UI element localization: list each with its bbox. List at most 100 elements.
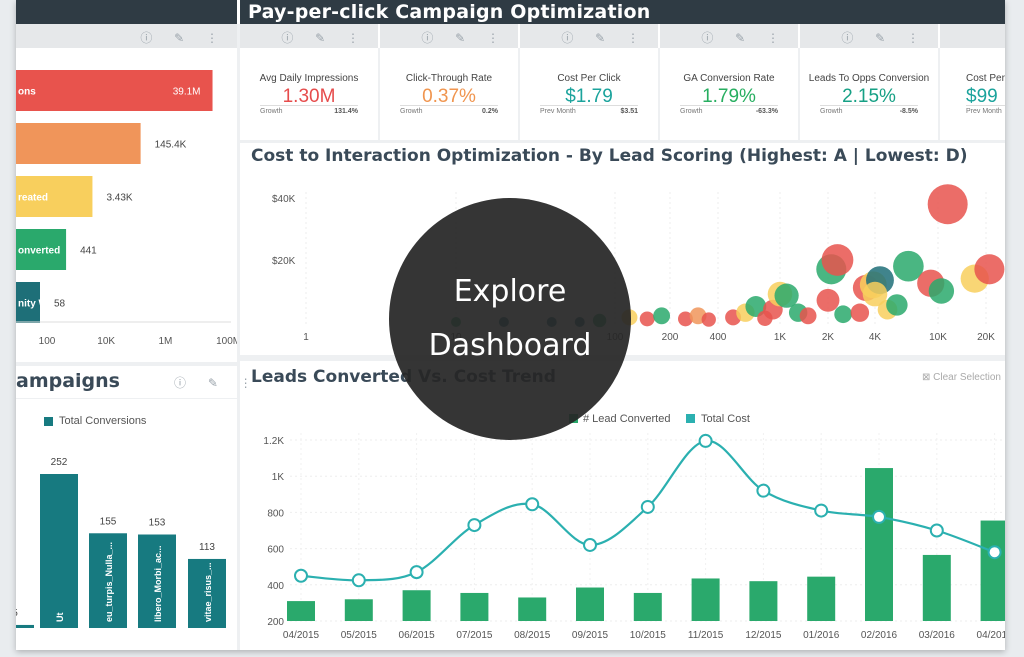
campaign-value-label: 252 [51, 457, 68, 468]
campaign-bar [40, 474, 78, 628]
cost-point [583, 537, 597, 552]
kpi-card-ctr[interactable]: Click-Through Rate 0.37% Growth 0.2% [380, 48, 520, 140]
clear-selection-button[interactable]: ⊠ Clear Selection [922, 372, 1001, 383]
combo-y-tick: 1.2K [263, 436, 284, 447]
combo-y-tick: 200 [267, 617, 284, 628]
combo-x-tick: 05/2015 [341, 630, 378, 641]
kpi-card-ga-conversion[interactable]: GA Conversion Rate 1.79% Growth -63.3% [660, 48, 800, 140]
funnel-bar-label: ons [18, 87, 36, 98]
scatter-x-tick: 4K [869, 332, 882, 343]
row-divider [16, 362, 237, 366]
cost-point [640, 499, 655, 514]
kpi-header-5: ⓘ ✎ ⋮ [800, 24, 940, 48]
leads-bar [980, 520, 1005, 621]
dashboard-title: Pay-per-click Campaign Optimization [248, 1, 651, 23]
kpi-card-cost-per[interactable]: Cost Per $99 Prev Month [940, 48, 1005, 140]
left-header-bar [16, 0, 237, 24]
kpi-value: 2.15% [842, 86, 896, 107]
panel-actions-icons[interactable]: ⓘ ✎ ⋮ [841, 31, 928, 45]
combo-x-tick: 01/2016 [803, 630, 840, 641]
cost-point [294, 568, 308, 583]
panel-actions-icons[interactable]: ⓘ ✎ ⋮ [174, 376, 261, 390]
cost-point [987, 545, 1002, 560]
funnel-value-label: 145.4K [155, 140, 187, 151]
scatter-x-tick: 1 [303, 332, 309, 343]
kpi-value: 1.79% [702, 86, 756, 107]
row-divider [240, 140, 1005, 143]
kpi-header-4: ⓘ ✎ ⋮ [660, 24, 800, 48]
cost-point [467, 518, 482, 533]
funnel-axis-tick: 1M [158, 336, 172, 347]
dashboard-header: Pay-per-click Campaign Optimization [240, 0, 1005, 24]
leads-bar [576, 587, 604, 621]
kpi-footer: Prev Month $3.51 [540, 105, 638, 115]
scatter-point [774, 283, 799, 308]
panel-actions-icons[interactable]: ⓘ ✎ ⋮ [701, 31, 788, 45]
explore-dashboard-button[interactable]: Explore Dashboard [389, 198, 631, 440]
kpi-card-leads-to-opps[interactable]: Leads To Opps Conversion 2.15% Growth -8.… [800, 48, 940, 140]
campaigns-legend-label[interactable]: Total Conversions [59, 415, 147, 427]
clear-selection-icon: ⊠ [922, 372, 934, 383]
legend-label-cost[interactable]: Total Cost [701, 413, 750, 425]
kpi-footer-value: 0.2% [482, 108, 498, 115]
panel-actions-icons[interactable]: ⓘ ✎ ⋮ [281, 31, 368, 45]
panel-actions-icons[interactable]: ⓘ ✎ ⋮ [421, 31, 508, 45]
column-divider [237, 24, 240, 650]
kpi-title: GA Conversion Rate [683, 73, 775, 84]
kpi-value: 1.30M [282, 86, 336, 107]
kpi-footer-label: Growth [680, 108, 703, 115]
scatter-point [862, 281, 888, 307]
kpi-footer: Growth 0.2% [400, 105, 498, 115]
campaigns-bar-chart: 5 252 Ut 155 eu_turpis_Nulla_... 153 libero_Mo… [16, 457, 226, 628]
leads-bar [691, 578, 720, 621]
leads-bar [287, 601, 315, 621]
campaign-bar [138, 534, 176, 628]
legend-label-leads[interactable]: # Lead Converted [583, 413, 671, 425]
leads-bar [460, 592, 489, 621]
leads-bar [633, 592, 662, 621]
campaign-value-label: 113 [199, 542, 215, 553]
campaign-value-label: 153 [149, 518, 166, 529]
funnel-bar [16, 176, 93, 217]
combo-x-tick: 11/2015 [688, 630, 724, 641]
cost-point [756, 483, 771, 498]
scatter-point [816, 288, 840, 312]
kpi-footer-label: Growth [260, 108, 283, 115]
kpi-header-2: ⓘ ✎ ⋮ [380, 24, 520, 48]
kpi-footer-label: Prev Month [540, 108, 576, 115]
kpi-card-impressions[interactable]: Avg Daily Impressions 1.30M Growth 131.4% [240, 48, 380, 140]
scatter-point [653, 307, 671, 325]
combo-x-tick: 04/2016 [977, 630, 1005, 641]
panel-divider [16, 398, 237, 399]
cost-point [351, 573, 366, 588]
leads-cost-combo-chart: 200 400 600 800 1K 1.2K 04/2015 05/2015 06/2015 0… [263, 433, 1005, 641]
legend-swatch [686, 414, 695, 423]
scatter-x-tick: 400 [710, 332, 727, 343]
campaign-bar [188, 558, 226, 628]
scatter-x-tick: 200 [662, 332, 679, 343]
scatter-point [701, 312, 716, 327]
campaign-value-label: 5 [16, 608, 18, 619]
kpi-title: Leads To Opps Conversion [808, 73, 930, 84]
leads-bar [344, 599, 373, 621]
kpi-footer-label: Growth [820, 108, 843, 115]
kpi-footer-value: $3.51 [620, 108, 638, 115]
kpi-footer-value: 131.4% [334, 108, 358, 115]
kpi-card-cpc[interactable]: Cost Per Click $1.79 Prev Month $3.51 [520, 48, 660, 140]
panel-actions-icons[interactable]: ⓘ ✎ ⋮ [561, 31, 648, 45]
campaigns-title: ampaigns [16, 370, 120, 392]
kpi-title: Avg Daily Impressions [259, 73, 359, 84]
scatter-x-tick: 2K [822, 332, 835, 343]
combo-y-tick: 800 [267, 508, 284, 519]
kpi-value: $1.79 [565, 86, 613, 107]
funnel-value-label: 441 [80, 246, 97, 257]
cost-point [872, 509, 886, 524]
cost-point [525, 497, 540, 512]
scatter-point [927, 184, 968, 225]
cost-point [409, 565, 424, 580]
panel-actions-icons[interactable]: ⓘ ✎ ⋮ [140, 31, 227, 45]
kpi-value: 0.37% [422, 86, 476, 107]
leads-bar [402, 590, 431, 621]
kpi-value: $99 [966, 86, 998, 107]
scatter-point [834, 305, 852, 324]
